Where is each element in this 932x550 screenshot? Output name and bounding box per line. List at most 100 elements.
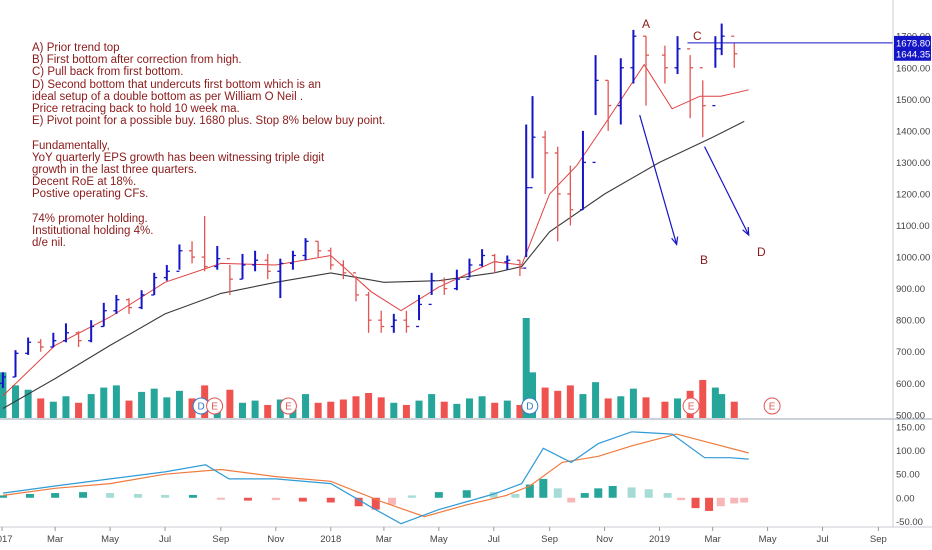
- ohlc-bar: [605, 79, 612, 131]
- volume-bar: [402, 404, 410, 418]
- ohlc-bar: [189, 241, 196, 264]
- ohlc-bar: [643, 35, 650, 106]
- arrow-head: [742, 226, 750, 237]
- volume-bar: [516, 404, 524, 418]
- note-line: D) Second bottom that undercuts first bo…: [32, 78, 321, 91]
- ohlc-bar: [542, 130, 549, 194]
- time-tick-label: 2017: [0, 534, 13, 545]
- marker-label: D: [526, 402, 533, 413]
- time-tick-label: Nov: [267, 534, 284, 545]
- ohlc-bar: [579, 130, 586, 211]
- signal-line: [2, 433, 749, 518]
- volume-bar: [163, 397, 171, 418]
- marker-label: E: [769, 402, 776, 413]
- volume-bar: [49, 401, 57, 418]
- macd-histogram-bar: [51, 493, 60, 498]
- price-tick-label: 1100.00: [896, 221, 930, 232]
- ohlc-bar: [403, 310, 410, 333]
- volume-bar: [150, 388, 158, 418]
- ohlc-bar: [352, 272, 359, 302]
- ma-long-line: [2, 120, 745, 409]
- ohlc-bar: [554, 146, 561, 242]
- ohlc-bar: [62, 323, 69, 343]
- price-tick-label: 1600.00: [896, 63, 930, 74]
- ohlc-bar: [113, 294, 120, 314]
- ohlc-bar: [504, 255, 511, 270]
- price-tick-label: 500.00: [896, 410, 925, 421]
- ohlc-bar: [453, 269, 460, 291]
- macd-histogram-bar: [663, 493, 672, 498]
- ohlc-bar: [699, 67, 706, 138]
- volume-bar: [377, 397, 385, 418]
- macd-histogram-bar: [525, 484, 534, 498]
- ohlc-bar: [491, 253, 498, 273]
- note-line: Institutional holding 4%.: [32, 225, 154, 238]
- volume-bar: [730, 401, 738, 418]
- note-line: 74% promoter holding.: [32, 212, 148, 225]
- volume-bar: [238, 402, 246, 418]
- ohlc-bar: [214, 246, 221, 270]
- note-line: E) Pivot point for a possible buy. 1680 …: [32, 115, 386, 128]
- volume-bar: [302, 394, 310, 418]
- time-tick-label: Jul: [159, 534, 171, 545]
- macd-histogram-bar: [539, 478, 548, 498]
- note-line: Postive operating CFs.: [32, 188, 149, 201]
- earnings-marker: E: [279, 397, 297, 415]
- ohlc-bar: [340, 260, 347, 280]
- ohlc-bar: [687, 48, 694, 119]
- volume-bar: [24, 389, 32, 418]
- ohlc-bar: [264, 253, 271, 280]
- macd-histogram-bar: [188, 494, 197, 498]
- volume-bar: [699, 379, 707, 418]
- volume-bar: [100, 387, 108, 418]
- note-line: YoY quarterly EPS growth has been witnes…: [32, 151, 325, 164]
- volume-bar: [251, 400, 259, 418]
- ohlc-bar: [365, 291, 372, 333]
- ohlc-bar: [516, 259, 523, 277]
- volume-bar: [529, 372, 537, 418]
- price-badge-label: 1678.80: [896, 38, 930, 49]
- volume-bar: [554, 390, 562, 418]
- price-tick-label: 1200.00: [896, 189, 930, 200]
- ohlc-bar: [441, 277, 448, 295]
- macd-histogram-bar: [627, 487, 636, 498]
- ohlc-bar: [239, 253, 246, 280]
- ohlc-bar: [617, 58, 624, 125]
- volume-bar: [541, 387, 549, 418]
- macd-tick-label: 0.00: [896, 493, 915, 504]
- note-line: A) Prior trend top: [32, 42, 120, 54]
- ohlc-bar: [289, 250, 296, 270]
- volume-bar: [566, 385, 574, 418]
- ohlc-bar: [100, 302, 107, 328]
- macd-histogram-bar: [243, 497, 252, 501]
- volume-bars: [0, 318, 738, 418]
- volume-bar: [175, 390, 183, 418]
- marker-label: E: [211, 402, 218, 413]
- macd-histogram-bar: [298, 497, 307, 502]
- price-tick-label: 1000.00: [896, 253, 930, 264]
- ohlc-bar: [201, 216, 208, 272]
- earnings-marker: E: [763, 397, 781, 415]
- macd-histogram-bar: [716, 497, 725, 507]
- macd-histogram-bar: [434, 492, 443, 498]
- price-tick-label: 800.00: [896, 316, 925, 327]
- ohlc-bar: [176, 244, 183, 272]
- time-tick-label: Jul: [488, 534, 500, 545]
- volume-bar: [352, 396, 360, 418]
- volume-bar: [629, 388, 637, 418]
- macd-histogram-bar: [462, 490, 471, 498]
- ohlc-bar: [37, 339, 44, 352]
- macd-histogram-bar: [594, 488, 603, 498]
- note-line: ideal setup of a double bottom as per Wi…: [32, 90, 304, 103]
- time-tick-label: Sep: [212, 534, 229, 545]
- annotation-c: C: [693, 29, 702, 43]
- macd-histogram-bar: [567, 497, 576, 503]
- ohlc-bar: [252, 250, 259, 272]
- volume-bar: [478, 396, 486, 418]
- volume-bar: [428, 394, 436, 418]
- macd-histogram-bar: [691, 497, 700, 509]
- volume-bar: [617, 396, 625, 418]
- note-line: [32, 127, 432, 139]
